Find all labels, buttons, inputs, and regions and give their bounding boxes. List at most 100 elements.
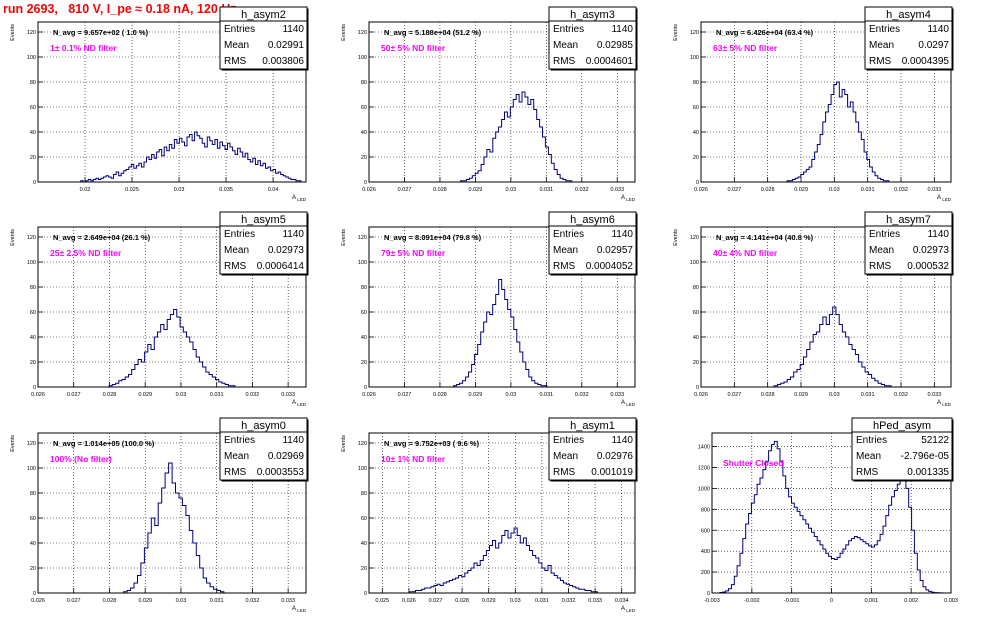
stat-label-entries: Entries (224, 229, 255, 240)
stat-value-entries: 1140 (927, 229, 949, 240)
y-tick-label: 80 (693, 80, 699, 86)
y-tick-label: 40 (30, 130, 36, 136)
x-tick-label: 0.031 (210, 598, 224, 604)
x-tick-label: 0.033 (281, 392, 295, 398)
stat-value-entries: 1140 (611, 229, 633, 240)
plot-frame (700, 226, 952, 388)
histogram-panel-h_asym4: 0.026 0.027 0.028 0.029 0.03 0.031 0.032 0.033 0… (673, 6, 954, 202)
x-tick-label: 0.026 (31, 392, 45, 398)
filter-label: 1± 0.1% ND filter (50, 43, 117, 53)
y-tick-label: 60 (361, 105, 367, 111)
stat-label-rms: RMS (856, 467, 879, 478)
x-tick-label: 0.026 (362, 392, 376, 398)
stat-value-mean: 0.02969 (268, 451, 305, 462)
x-axis-title: A LED (937, 195, 952, 202)
x-axis-title: A LED (292, 606, 307, 613)
stats-box: h_asym5 Entries 1140 Mean 0.02973 RMS 0.000641… (219, 211, 309, 276)
y-axis-title: Events (10, 435, 16, 452)
histogram-panel-h_asym3: 0.026 0.027 0.028 0.029 0.03 0.031 0.032 0.033 0… (341, 6, 638, 202)
stat-value-mean: 0.02985 (597, 40, 634, 51)
y-tick-label: 60 (693, 105, 699, 111)
stat-label-rms: RMS (224, 56, 247, 67)
x-tick-label: 0.025 (375, 598, 389, 604)
filter-label: 100% (No filter) (50, 454, 112, 464)
y-tick-label: 120 (358, 235, 367, 241)
stat-label-mean: Mean (869, 245, 894, 256)
stat-value-entries: 52122 (921, 435, 949, 446)
y-axis-title: Events (673, 229, 679, 246)
n-avg-annotation: N_avg = 6.426e+04 (63.4 %) (716, 28, 814, 37)
x-tick-label: -0.002 (744, 598, 760, 604)
x-tick-label: 0.031 (861, 187, 875, 193)
stats-box: h_asym4 Entries 1140 Mean 0.0297 RMS 0.0004395 (864, 6, 954, 71)
y-axis-title: Events (341, 24, 347, 41)
stat-value-entries: 1140 (282, 435, 304, 446)
x-tick-label: 0.028 (761, 187, 775, 193)
y-tick-label: 0 (696, 180, 699, 186)
stat-value-entries: 1140 (282, 24, 304, 35)
stat-label-mean: Mean (856, 451, 881, 462)
x-tick-label: 0.04 (268, 187, 279, 193)
stat-value-rms: 0.0004395 (902, 56, 950, 67)
histogram-panel-h_asym7: 0.026 0.027 0.028 0.029 0.03 0.031 0.032 0.033 0… (673, 211, 954, 407)
x-tick-label: 0.032 (894, 187, 908, 193)
stat-label-entries: Entries (553, 435, 584, 446)
x-tick-label: 0.028 (103, 392, 117, 398)
n-avg-annotation: N_avg = 4.141e+04 (40.8 %) (716, 233, 814, 242)
stats-box: h_asym2 Entries 1140 Mean 0.02991 RMS 0.003806 (219, 6, 309, 71)
y-tick-label: 120 (690, 30, 699, 36)
y-axis-title: Events (341, 435, 347, 452)
x-axis-title: A LED (621, 195, 636, 202)
stat-label-entries: Entries (553, 229, 584, 240)
x-tick-label: 0.028 (433, 187, 447, 193)
y-tick-label: 60 (693, 310, 699, 316)
y-tick-label: 120 (27, 30, 36, 36)
stat-label-entries: Entries (869, 229, 900, 240)
x-tick-label: 0.031 (210, 392, 224, 398)
x-tick-label: 0.03 (176, 598, 187, 604)
y-tick-label: 120 (690, 235, 699, 241)
histogram-panel-h_asym5: 0.026 0.027 0.028 0.029 0.03 0.031 0.032 0.033 0… (10, 211, 309, 407)
histogram-name: h_asym0 (241, 420, 286, 432)
y-tick-label: 100 (27, 55, 36, 61)
stat-label-rms: RMS (553, 467, 576, 478)
x-tick-label: 0.026 (694, 392, 708, 398)
stat-value-entries: 1140 (927, 24, 949, 35)
y-tick-label: 40 (693, 130, 699, 136)
x-tick-label: 0.032 (246, 598, 260, 604)
stat-value-mean: 0.02957 (597, 245, 634, 256)
y-tick-label: 120 (358, 441, 367, 447)
y-tick-label: 0 (33, 180, 36, 186)
histogram-series (719, 440, 944, 594)
histogram-series (450, 279, 550, 388)
filter-label: 63± 5% ND filter (713, 43, 778, 53)
x-tick-label: 0.02 (80, 187, 91, 193)
plot-frame (700, 21, 952, 183)
plot-frame (368, 432, 636, 594)
stat-value-rms: 0.0004601 (586, 56, 634, 67)
x-tick-label: -0.003 (704, 598, 720, 604)
x-tick-label: 0.028 (761, 392, 775, 398)
x-tick-label: 0.03 (176, 392, 187, 398)
x-axis-title: A LED (621, 606, 636, 613)
x-tick-label: 0.026 (31, 598, 45, 604)
y-tick-label: 40 (30, 541, 36, 547)
stat-value-entries: 1140 (611, 435, 633, 446)
n-avg-annotation: N_avg = 9.657e+02 ( 1.0 %) (53, 28, 149, 37)
x-tick-label: 0.027 (429, 598, 443, 604)
y-tick-label: 20 (30, 360, 36, 366)
y-tick-label: 100 (27, 466, 36, 472)
x-tick-label: 0.032 (562, 598, 576, 604)
y-tick-label: 80 (361, 491, 367, 497)
stats-box: hPed_asym Entries 52122 Mean -2.796e-05 RMS 0.… (851, 417, 954, 482)
stat-value-rms: 0.0006414 (257, 261, 305, 272)
stat-label-rms: RMS (869, 261, 892, 272)
y-tick-label: 20 (361, 566, 367, 572)
y-tick-label: 40 (361, 130, 367, 136)
x-tick-label: 0.029 (794, 392, 808, 398)
y-tick-label: 20 (30, 566, 36, 572)
plot-frame (37, 226, 307, 388)
stat-label-rms: RMS (869, 56, 892, 67)
y-tick-label: 20 (361, 155, 367, 161)
stat-label-rms: RMS (224, 467, 247, 478)
